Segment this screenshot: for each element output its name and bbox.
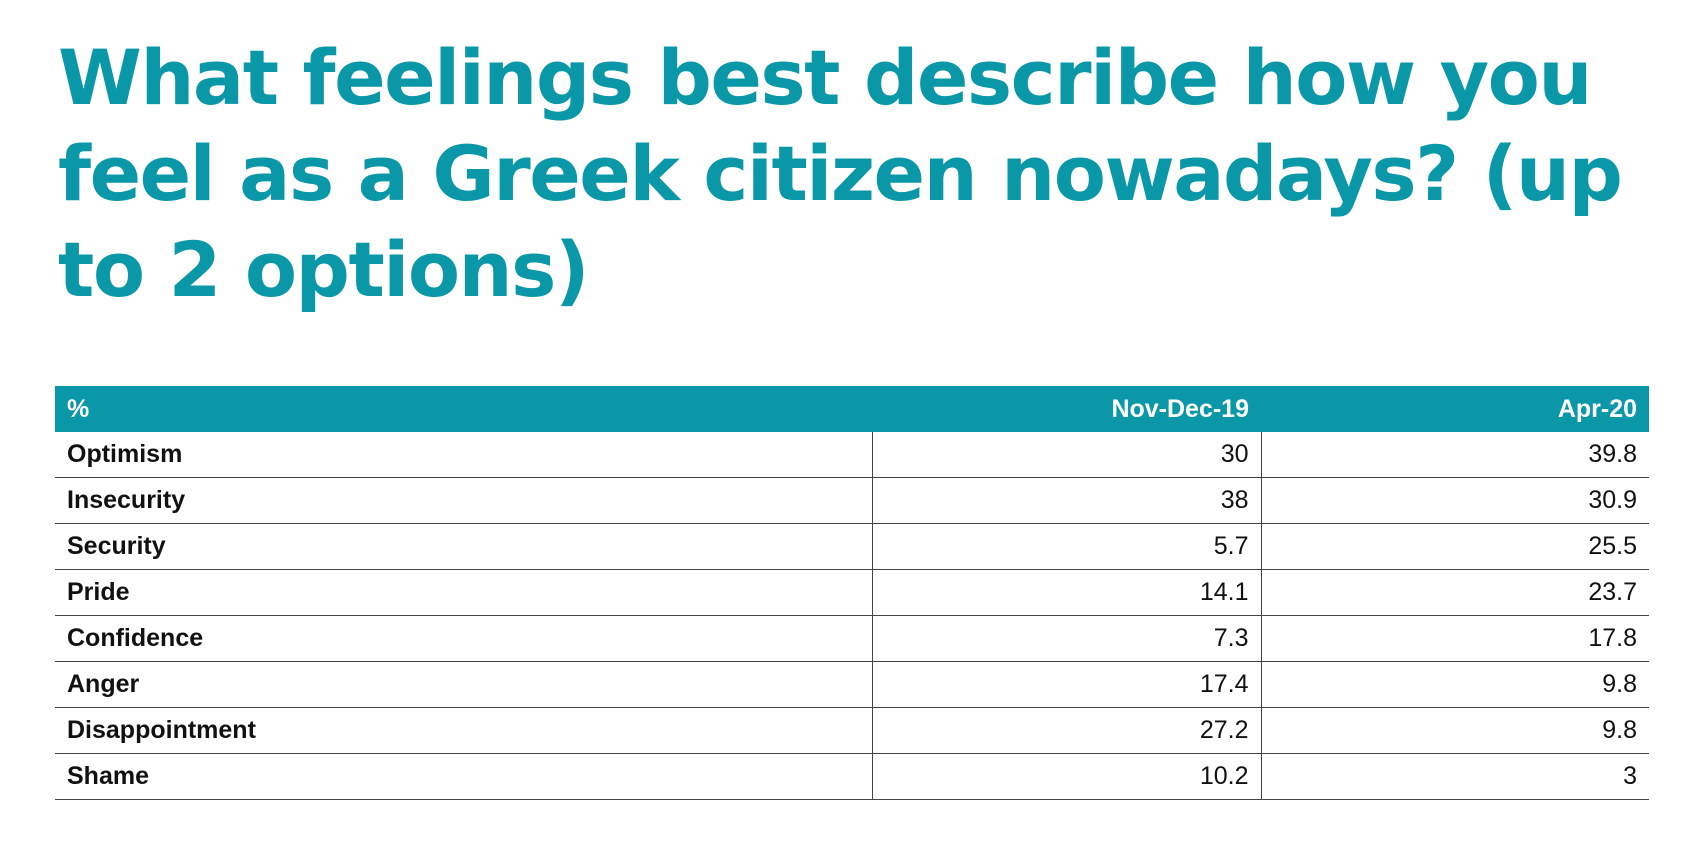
header-unit: % — [55, 386, 872, 432]
row-label: Disappointment — [55, 707, 872, 754]
table-row: Anger 17.4 9.8 — [55, 661, 1649, 708]
cell-nov-dec-19: 38 — [871, 477, 1262, 524]
cell-apr-20: 9.8 — [1261, 661, 1649, 708]
table-row: Shame 10.2 3 — [55, 753, 1649, 800]
cell-apr-20: 17.8 — [1261, 615, 1649, 662]
row-label: Optimism — [55, 432, 872, 478]
table-row: Confidence 7.3 17.8 — [55, 615, 1649, 662]
cell-apr-20: 3 — [1261, 753, 1649, 800]
table-header: % Nov-Dec-19 Apr-20 — [55, 386, 1649, 432]
table-row: Security 5.7 25.5 — [55, 523, 1649, 570]
page-title: What feelings best describe how you feel… — [58, 33, 1623, 314]
cell-apr-20: 30.9 — [1261, 477, 1649, 524]
header-row: % Nov-Dec-19 Apr-20 — [55, 386, 1649, 432]
cell-nov-dec-19: 10.2 — [871, 753, 1262, 800]
table-row: Insecurity 38 30.9 — [55, 477, 1649, 524]
table-body: Optimism 30 39.8 Insecurity 38 30.9 Security 5.… — [55, 432, 1649, 800]
cell-nov-dec-19: 7.3 — [871, 615, 1262, 662]
header-nov-dec-19: Nov-Dec-19 — [872, 386, 1261, 432]
cell-nov-dec-19: 27.2 — [871, 707, 1262, 754]
table-row: Optimism 30 39.8 — [55, 432, 1649, 478]
table-row: Pride 14.1 23.7 — [55, 569, 1649, 616]
row-label: Insecurity — [55, 477, 872, 524]
cell-apr-20: 9.8 — [1261, 707, 1649, 754]
cell-apr-20: 23.7 — [1261, 569, 1649, 616]
data-table: % Nov-Dec-19 Apr-20 Optimism 30 39.8 Insecu… — [55, 386, 1649, 800]
row-label: Shame — [55, 753, 872, 800]
cell-nov-dec-19: 14.1 — [871, 569, 1262, 616]
cell-apr-20: 25.5 — [1261, 523, 1649, 570]
row-label: Security — [55, 523, 872, 570]
table-row: Disappointment 27.2 9.8 — [55, 707, 1649, 754]
row-label: Pride — [55, 569, 872, 616]
cell-nov-dec-19: 17.4 — [871, 661, 1262, 708]
cell-apr-20: 39.8 — [1261, 432, 1649, 478]
row-label: Anger — [55, 661, 872, 708]
cell-nov-dec-19: 5.7 — [871, 523, 1262, 570]
row-label: Confidence — [55, 615, 872, 662]
cell-nov-dec-19: 30 — [871, 432, 1262, 478]
header-apr-20: Apr-20 — [1261, 386, 1649, 432]
